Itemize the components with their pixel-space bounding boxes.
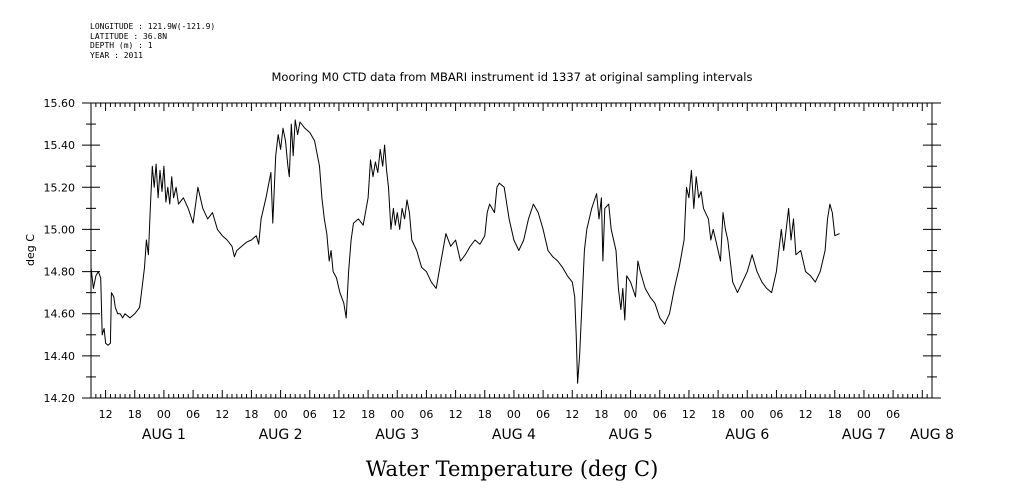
metadata-depth: DEPTH (m) : 1 xyxy=(90,41,153,50)
y-tick-label: 15.60 xyxy=(44,97,76,110)
y-axis-ticks: 14.20 14.40 14.60 14.80 15.00 15.20 15.40 15.60 xyxy=(44,97,941,405)
x-hour-label: 12 xyxy=(565,408,579,421)
x-hour-label: 06 xyxy=(653,408,667,421)
x-hour-label: 12 xyxy=(99,408,113,421)
x-hour-label: 18 xyxy=(828,408,842,421)
x-hour-label: 00 xyxy=(390,408,404,421)
x-hour-label: 12 xyxy=(332,408,346,421)
metadata-longitude: LONGITUDE : 121.9W(-121.9) xyxy=(90,22,216,31)
y-tick-label: 15.40 xyxy=(44,139,76,152)
x-hour-label: 06 xyxy=(419,408,433,421)
x-day-label: AUG 3 xyxy=(375,427,419,443)
x-hour-label: 12 xyxy=(449,408,463,421)
x-axis-label: Water Temperature (deg C) xyxy=(366,457,659,481)
x-hour-label: 18 xyxy=(478,408,492,421)
x-hour-label: 18 xyxy=(128,408,142,421)
series-line-water-temperature xyxy=(90,119,840,384)
x-hour-label: 12 xyxy=(215,408,229,421)
x-hour-label: 06 xyxy=(186,408,200,421)
x-hour-label: 00 xyxy=(740,408,754,421)
x-day-label: AUG 5 xyxy=(609,427,653,443)
x-hour-label: 00 xyxy=(857,408,871,421)
x-day-label: AUG 7 xyxy=(842,427,886,443)
x-hour-label: 00 xyxy=(507,408,521,421)
x-hour-label: 06 xyxy=(769,408,783,421)
x-hour-label: 00 xyxy=(274,408,288,421)
x-hour-label: 06 xyxy=(886,408,900,421)
metadata-year: YEAR : 2011 xyxy=(90,50,143,60)
y-tick-label: 14.20 xyxy=(44,392,76,405)
x-hour-label: 06 xyxy=(303,408,317,421)
y-tick-label: 14.40 xyxy=(44,350,76,363)
x-day-label: AUG 2 xyxy=(259,427,303,443)
x-day-label: AUG 8 xyxy=(910,427,954,443)
y-tick-label: 14.60 xyxy=(44,308,76,321)
x-hour-label: 06 xyxy=(536,408,550,421)
x-day-label: AUG 6 xyxy=(725,427,769,443)
x-hour-label: 00 xyxy=(624,408,638,421)
x-hour-label: 18 xyxy=(711,408,725,421)
series-layer xyxy=(90,119,840,384)
y-tick-label: 15.00 xyxy=(44,223,76,236)
y-tick-label: 15.20 xyxy=(44,181,76,194)
x-day-label: AUG 4 xyxy=(492,427,536,443)
x-hour-label: 18 xyxy=(244,408,258,421)
x-hour-label: 12 xyxy=(799,408,813,421)
y-axis-label: deg C xyxy=(24,234,37,266)
x-day-label: AUG 1 xyxy=(142,427,186,443)
x-hour-label: 18 xyxy=(361,408,375,421)
x-hour-label: 18 xyxy=(594,408,608,421)
metadata-latitude: LATITUDE : 36.8N xyxy=(90,31,168,41)
x-axis-ticks: 12 18 00 06 12 18 00 06 12 18 00 06 12 18 00 06 12 18 00 06… xyxy=(90,103,954,443)
x-hour-label: 00 xyxy=(157,408,171,421)
x-hour-label: 12 xyxy=(682,408,696,421)
metadata-block: LONGITUDE : 121.9W(-121.9) LATITUDE : 36… xyxy=(90,22,215,60)
y-tick-label: 14.80 xyxy=(44,266,76,279)
plot-frame xyxy=(90,102,933,399)
chart-title: Mooring M0 CTD data from MBARI instrumen… xyxy=(272,70,753,84)
